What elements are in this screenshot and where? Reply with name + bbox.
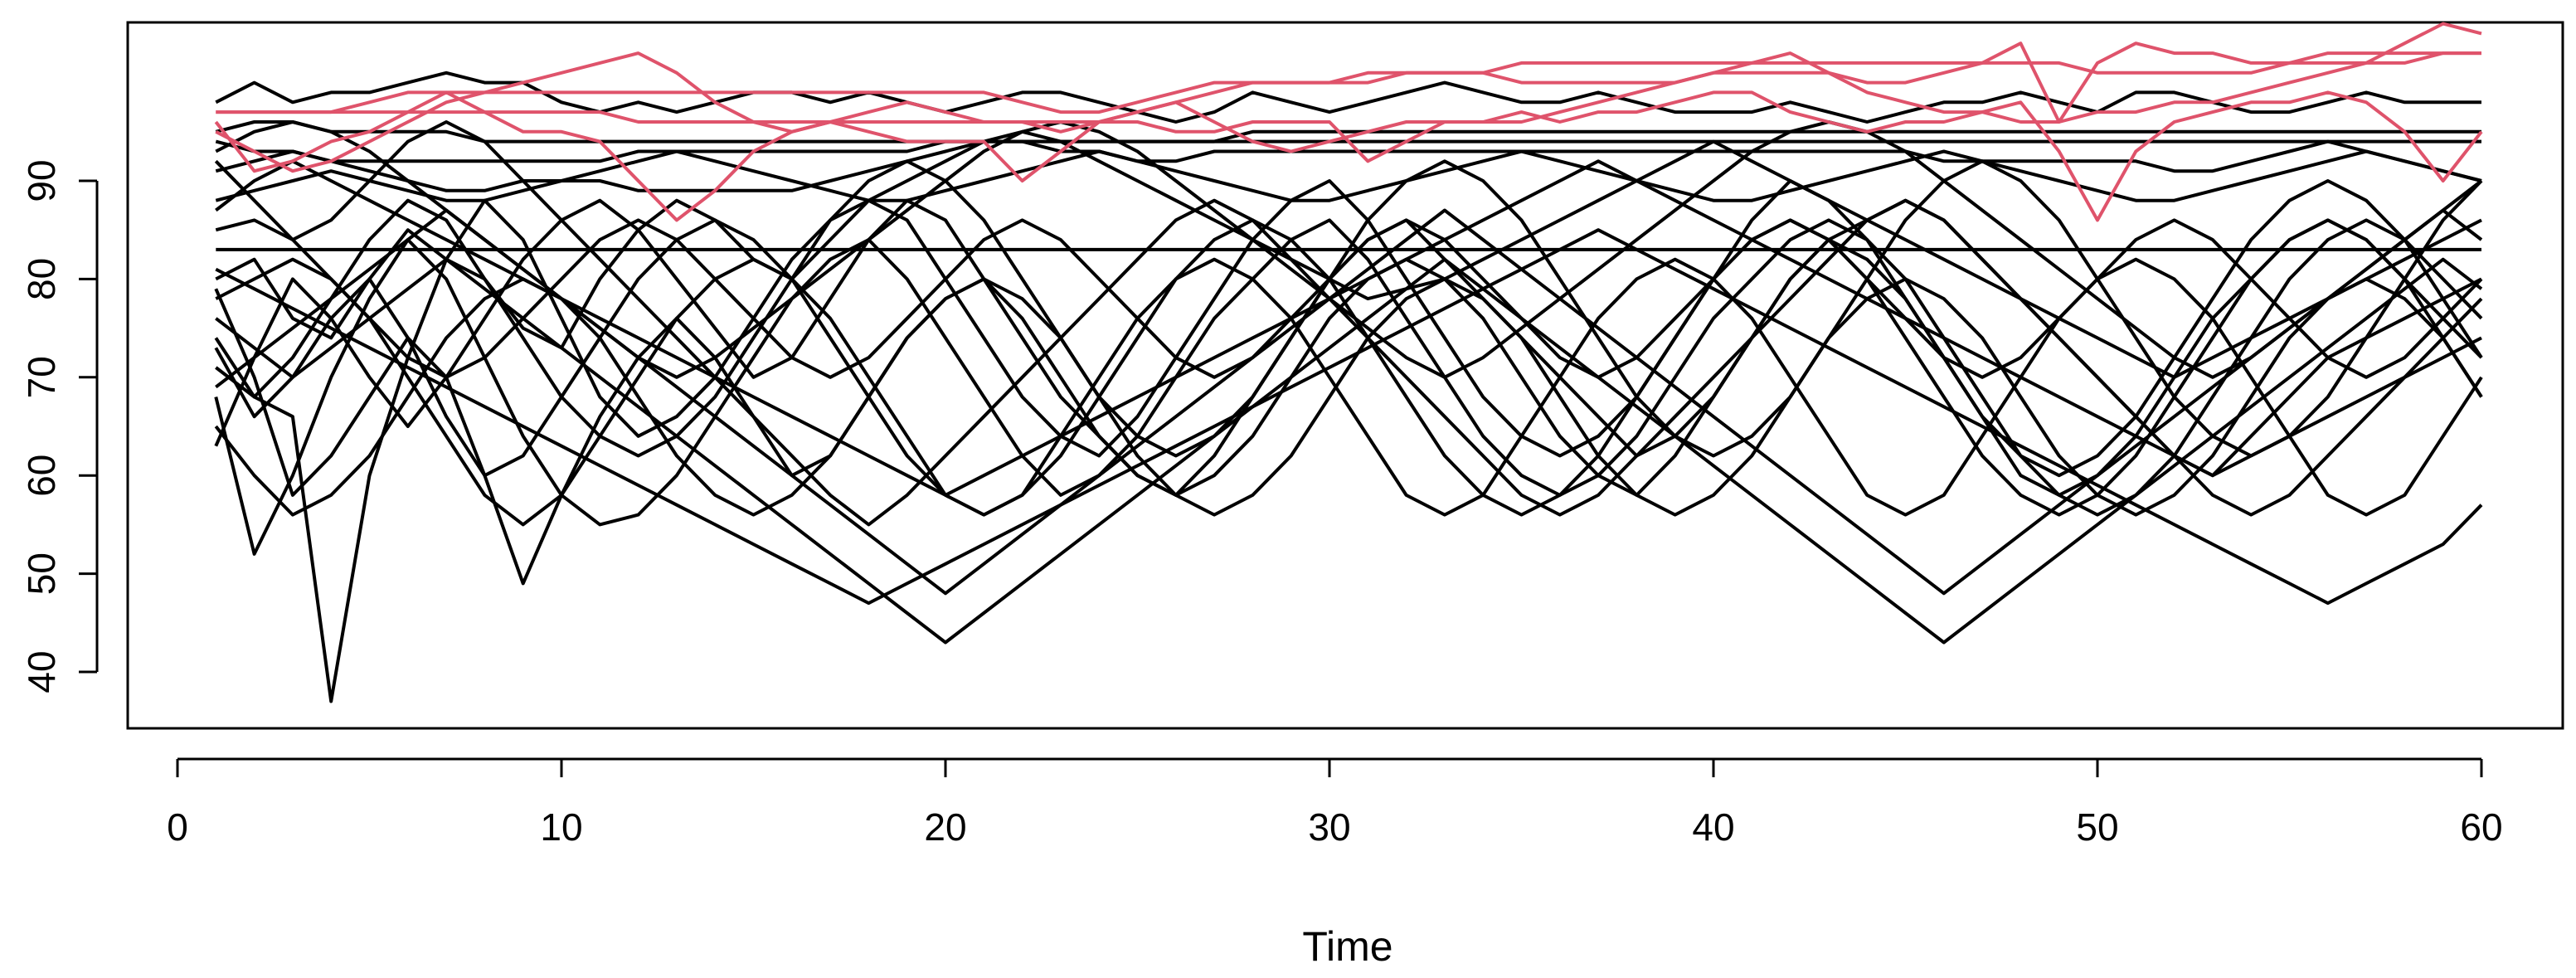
y-axis: 40 50 60 70 80 90 xyxy=(20,159,99,693)
x-tick-label: 0 xyxy=(167,805,188,849)
x-tick-label: 40 xyxy=(1692,805,1734,849)
x-axis-title: Time xyxy=(1302,923,1392,970)
x-tick-label: 10 xyxy=(540,805,582,849)
x-tick-label: 30 xyxy=(1308,805,1350,849)
y-tick-label: 80 xyxy=(20,258,63,300)
series-line-13 xyxy=(215,159,2482,497)
y-tick-label: 90 xyxy=(20,159,63,202)
series-line-4 xyxy=(215,71,2481,124)
series-line-21 xyxy=(215,218,2483,379)
y-tick-label: 40 xyxy=(20,650,63,693)
highlight-series-line-0 xyxy=(216,51,2481,114)
x-tick-label: 60 xyxy=(2460,805,2502,849)
series-line-10 xyxy=(214,218,2483,556)
y-tick-label: 60 xyxy=(20,455,63,497)
series-line-23 xyxy=(214,277,2483,517)
series-line-20 xyxy=(215,257,2483,645)
y-tick-label: 70 xyxy=(20,356,63,398)
series-line-18 xyxy=(215,149,2482,202)
series-line-12 xyxy=(214,218,2483,586)
series-line-6 xyxy=(215,129,2481,163)
y-tick-label: 50 xyxy=(20,552,63,595)
highlight-series-line-1 xyxy=(215,22,2482,173)
x-tick-label: 50 xyxy=(2076,805,2118,849)
series-layer xyxy=(214,22,2483,703)
series-line-19 xyxy=(215,208,2483,596)
highlight-series-line-3 xyxy=(216,41,2481,124)
series-line-24 xyxy=(215,120,2483,379)
series-line-22 xyxy=(215,159,2483,458)
plot-frame xyxy=(126,21,2564,730)
series-line-11 xyxy=(214,179,2483,703)
series-line-15 xyxy=(214,120,2483,527)
x-axis: 0 10 20 30 40 50 60 xyxy=(167,757,2503,849)
x-tick-label: 20 xyxy=(924,805,966,849)
series-line-8 xyxy=(215,129,2482,379)
series-line-16 xyxy=(215,257,2483,527)
series-line-7 xyxy=(215,139,2482,192)
highlight-series-line-2 xyxy=(214,90,2483,222)
series-line-25 xyxy=(215,228,2483,606)
